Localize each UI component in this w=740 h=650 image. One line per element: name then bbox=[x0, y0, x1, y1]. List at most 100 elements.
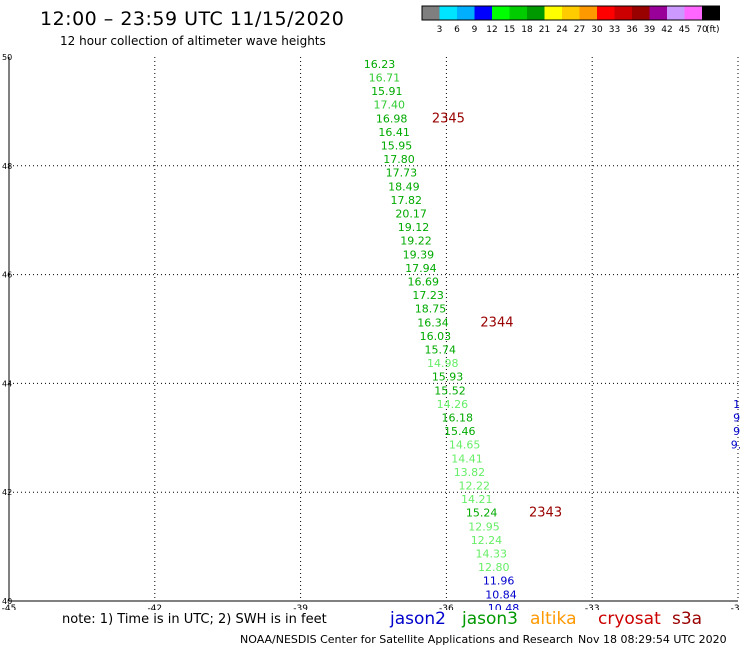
time-label: 2344 bbox=[480, 315, 513, 330]
wave-height-label: 17.73 bbox=[386, 167, 418, 180]
colorbar-swatch bbox=[684, 6, 702, 20]
chart-title: 12:00 – 23:59 UTC 11/15/2020 bbox=[40, 8, 345, 30]
wave-height-label: 10.48 bbox=[488, 602, 519, 610]
wave-height-label: 14.41 bbox=[451, 452, 483, 465]
colorbar-swatch bbox=[492, 6, 510, 20]
wave-height-label: 16.71 bbox=[369, 71, 401, 84]
wave-height-label: 19.12 bbox=[398, 221, 430, 234]
x-tick-label: -45 bbox=[2, 604, 17, 610]
wave-height-label: 15.24 bbox=[466, 507, 498, 520]
wave-height-label: 18.49 bbox=[388, 180, 420, 193]
legend-item-jason3: jason3 bbox=[462, 609, 518, 629]
colorbar-label: 27 bbox=[574, 25, 585, 35]
wave-height-label: 11.96 bbox=[483, 575, 514, 588]
wave-height-label: 17.23 bbox=[412, 289, 444, 302]
wave-height-label: 18.75 bbox=[415, 303, 447, 316]
wave-height-label: 15.46 bbox=[444, 425, 476, 438]
colorbar-label: 21 bbox=[539, 25, 550, 35]
wave-height-label: 13.82 bbox=[454, 466, 486, 479]
x-tick-label: -33 bbox=[585, 604, 600, 610]
wave-height-label: 10.05 bbox=[733, 398, 740, 411]
wave-height-label: 16.03 bbox=[420, 330, 452, 343]
colorbar-swatch bbox=[614, 6, 632, 20]
wave-height-label: 14.21 bbox=[461, 493, 493, 506]
wave-height-label: 16.23 bbox=[364, 58, 396, 71]
wave-height-label: 19.39 bbox=[403, 248, 435, 261]
colorbar-label: 33 bbox=[609, 25, 620, 35]
y-tick-label: 40 bbox=[2, 597, 12, 606]
wave-height-label: 16.34 bbox=[417, 316, 449, 329]
wave-height-label: 16.18 bbox=[442, 411, 474, 424]
y-tick-label: 44 bbox=[2, 379, 12, 388]
colorbar-label: 9 bbox=[472, 25, 478, 35]
x-tick-label: -30 bbox=[731, 604, 740, 610]
colorbar-swatch bbox=[562, 6, 580, 20]
plot-area: -45 -42 -39 -36 -33 -30 40 42 44 46 48 50 16.2316.71… bbox=[2, 53, 740, 610]
wave-height-label: 14.65 bbox=[449, 439, 481, 452]
legend-item-s3a: s3a bbox=[672, 609, 703, 629]
wave-height-label: 15.91 bbox=[371, 85, 403, 98]
legend-item-altika: altika bbox=[530, 609, 577, 629]
wave-height-label: 12.80 bbox=[478, 561, 510, 574]
colorbar-label: 70 bbox=[696, 25, 708, 35]
colorbar-unit: (ft) bbox=[706, 25, 720, 35]
wave-height-label: 14.98 bbox=[427, 357, 459, 370]
colorbar-swatch bbox=[509, 6, 527, 20]
colorbar-swatch bbox=[527, 6, 545, 20]
time-label: 2345 bbox=[432, 111, 465, 126]
wave-height-label: 12.24 bbox=[471, 534, 503, 547]
wave-height-label: 14.26 bbox=[437, 398, 469, 411]
wave-height-label: 15.52 bbox=[434, 384, 466, 397]
colorbar-label: 18 bbox=[521, 25, 533, 35]
wave-height-label: 10.84 bbox=[485, 588, 517, 601]
colorbar-label: 12 bbox=[486, 25, 497, 35]
colorbar-swatch bbox=[422, 6, 440, 20]
colorbar-label: 39 bbox=[644, 25, 656, 35]
wave-height-label: 14.33 bbox=[476, 547, 508, 560]
wave-height-label: 9.74 bbox=[733, 425, 740, 438]
wave-height-label: 19.22 bbox=[400, 235, 432, 248]
colorbar-swatch bbox=[632, 6, 650, 20]
x-tick-label: -42 bbox=[147, 604, 162, 610]
colorbar: 3 6 9 12 15 18 21 24 27 30 33 36 39 42 45 70(ft) bbox=[421, 5, 720, 35]
y-tick-label: 42 bbox=[2, 488, 12, 497]
wave-height-label: 12.22 bbox=[459, 479, 491, 492]
colorbar-label: 42 bbox=[661, 25, 672, 35]
colorbar-label: 45 bbox=[679, 25, 690, 35]
wave-height-label: 17.94 bbox=[405, 262, 437, 275]
y-tick-label: 48 bbox=[2, 162, 12, 171]
colorbar-swatch bbox=[474, 6, 492, 20]
wave-height-label: 15.74 bbox=[425, 343, 457, 356]
colorbar-border bbox=[421, 5, 720, 21]
footer-timestamp: Nov 18 08:29:54 UTC 2020 bbox=[578, 633, 727, 646]
wave-height-label: 20.17 bbox=[395, 207, 427, 220]
colorbar-label: 3 bbox=[437, 25, 443, 35]
y-tick-label: 50 bbox=[2, 53, 12, 62]
colorbar-label: 36 bbox=[626, 25, 638, 35]
wave-height-label: 15.93 bbox=[432, 371, 464, 384]
wave-height-label: 9.89 bbox=[733, 411, 740, 424]
colorbar-swatch bbox=[597, 6, 615, 20]
legend-item-cryosat: cryosat bbox=[598, 609, 661, 629]
colorbar-swatch bbox=[439, 6, 457, 20]
colorbar-swatch bbox=[649, 6, 667, 20]
wave-height-label: 17.82 bbox=[391, 194, 423, 207]
x-tick-label: -39 bbox=[293, 604, 308, 610]
colorbar-swatch bbox=[702, 6, 720, 20]
wave-height-label: 12.95 bbox=[468, 520, 500, 533]
colorbar-swatch bbox=[457, 6, 475, 20]
wave-height-label: 9.93 bbox=[731, 439, 740, 452]
colorbar-label: 24 bbox=[556, 25, 568, 35]
colorbar-label: 6 bbox=[454, 25, 460, 35]
wave-height-label: 15.95 bbox=[381, 139, 413, 152]
x-tick-label: -36 bbox=[439, 604, 454, 610]
wave-height-label: 16.98 bbox=[376, 112, 408, 125]
legend-item-jason2: jason2 bbox=[390, 609, 446, 629]
time-label: 2343 bbox=[529, 506, 562, 521]
footer-note: note: 1) Time is in UTC; 2) SWH is in fe… bbox=[62, 612, 327, 627]
wave-height-label: 17.40 bbox=[374, 99, 406, 112]
wave-height-label: 17.80 bbox=[383, 153, 415, 166]
footer-credit: NOAA/NESDIS Center for Satellite Applica… bbox=[240, 633, 574, 646]
colorbar-label: 15 bbox=[504, 25, 515, 35]
colorbar-swatch bbox=[544, 6, 562, 20]
